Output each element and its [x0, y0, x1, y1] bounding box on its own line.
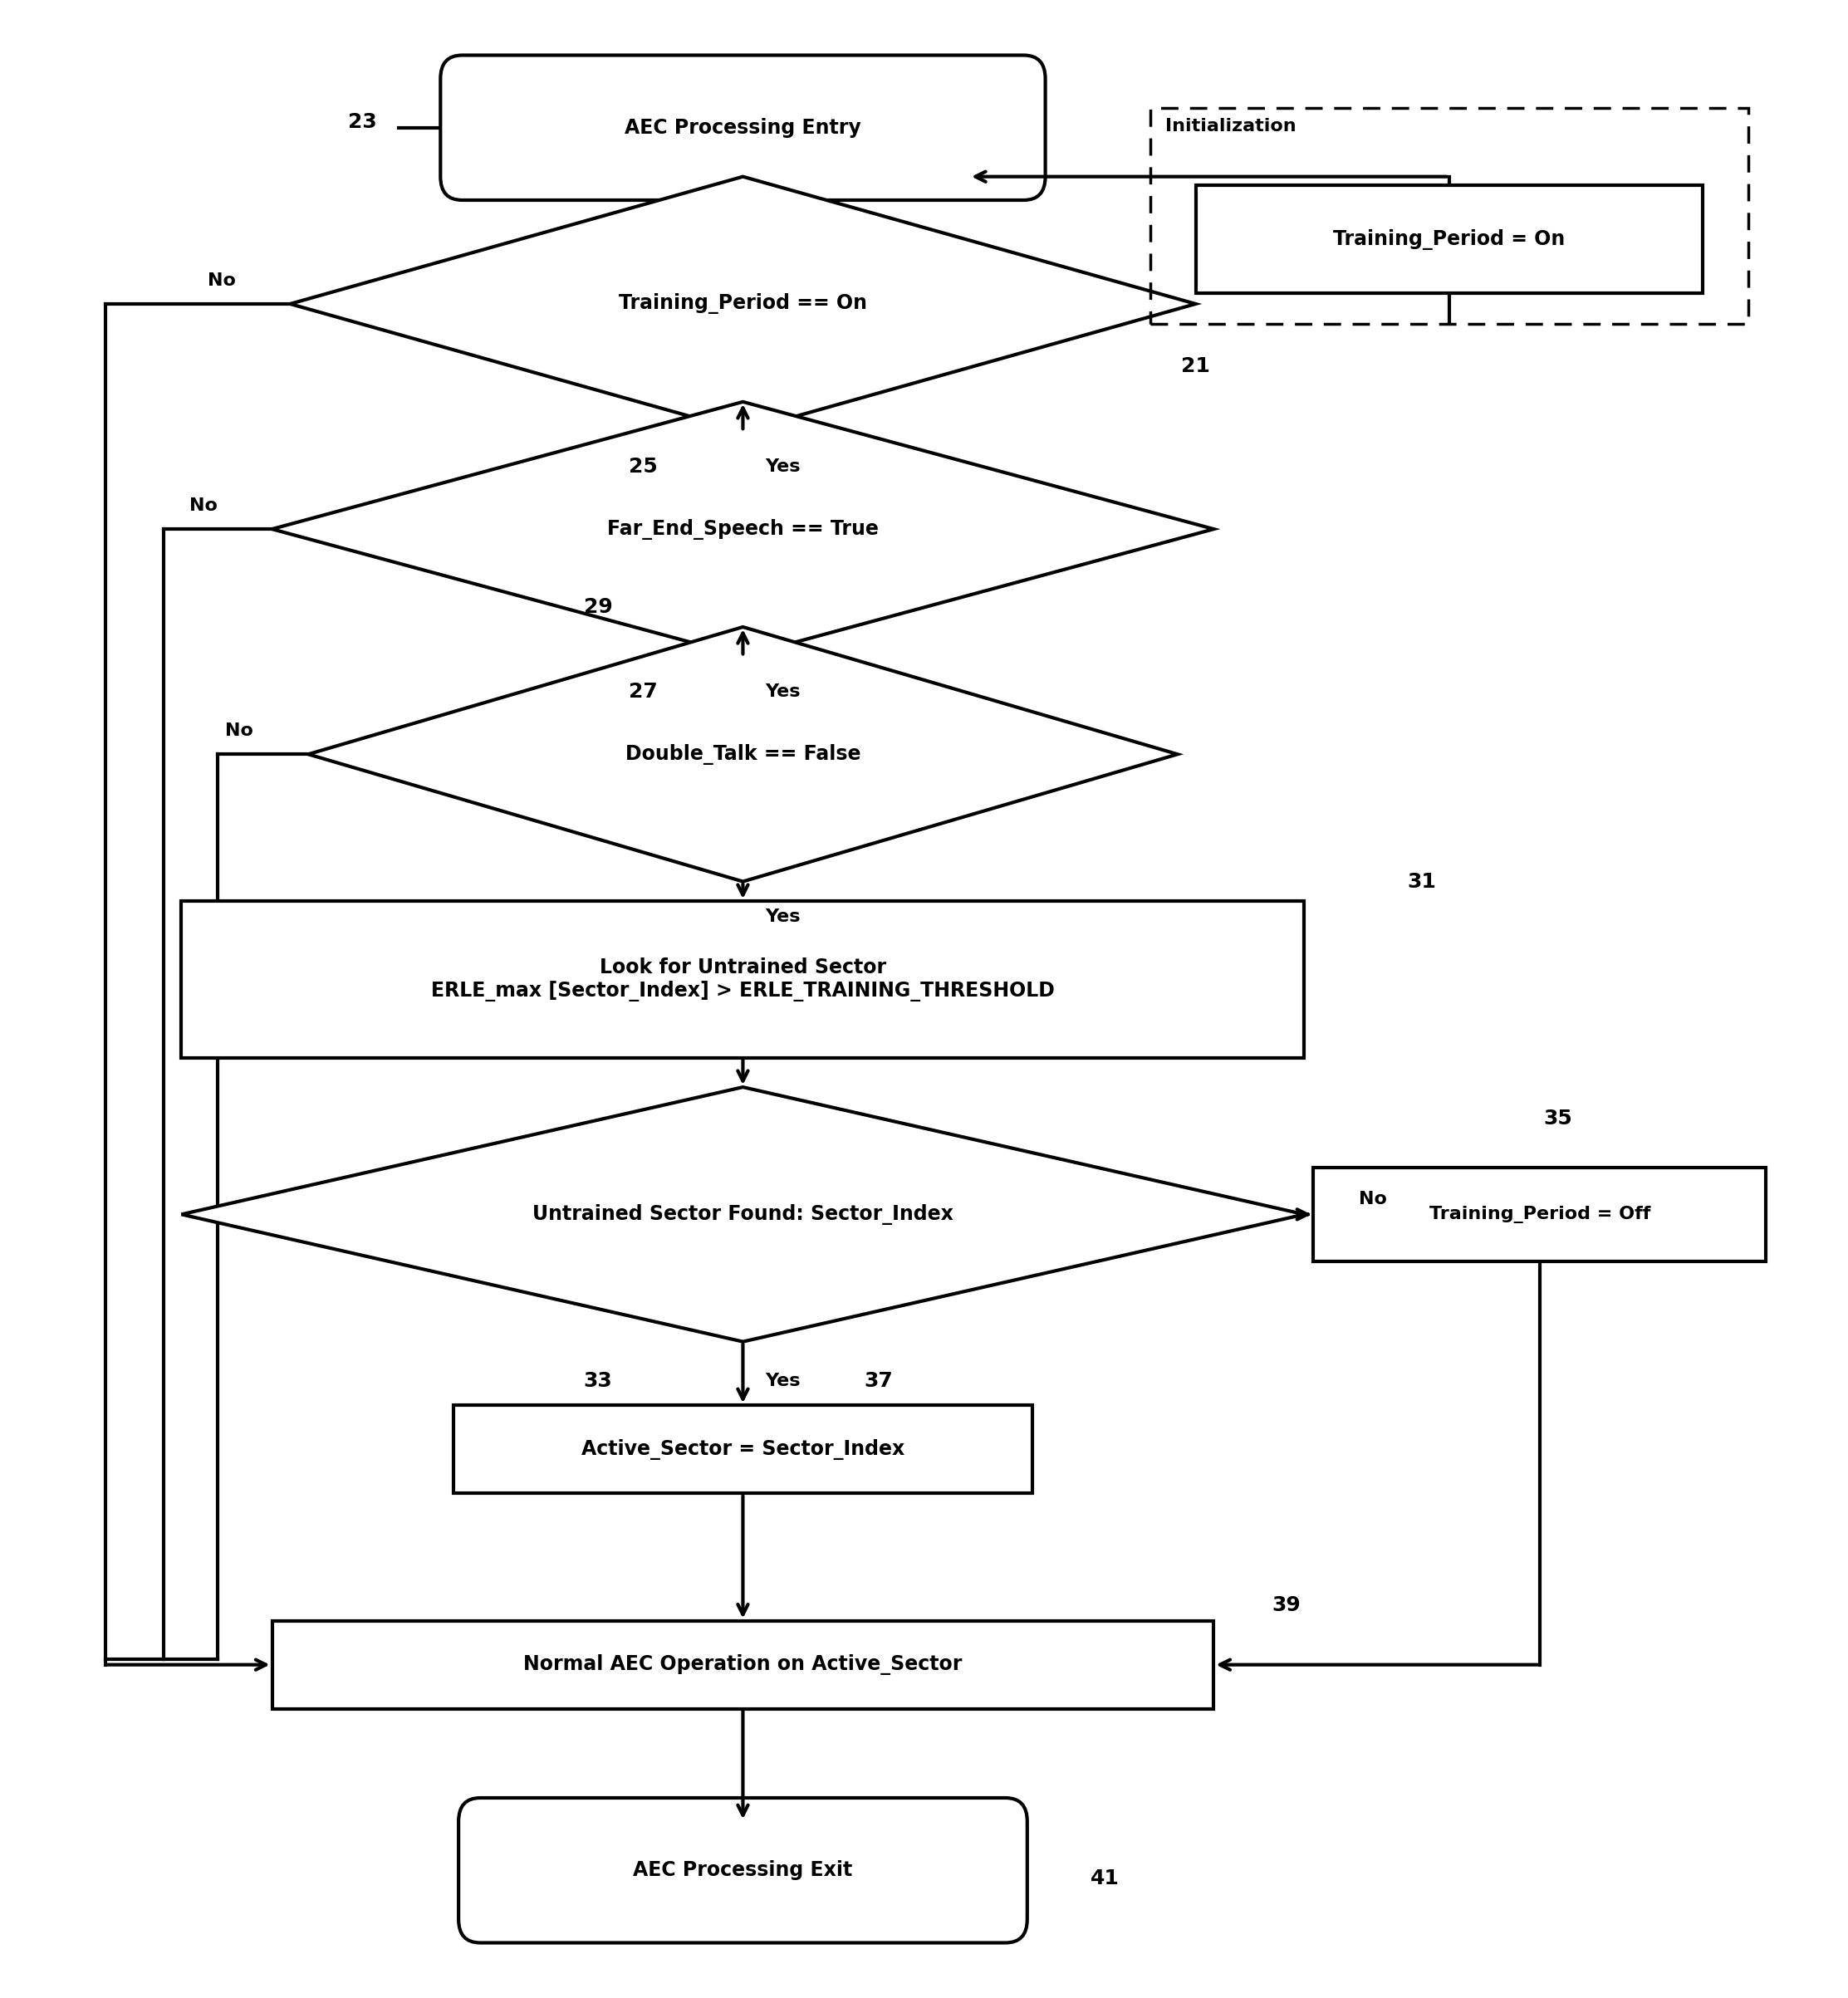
Text: Far_End_Speech == True: Far_End_Speech == True: [608, 519, 878, 539]
Text: No: No: [1358, 1191, 1388, 1207]
Text: 25: 25: [628, 456, 658, 476]
Text: Training_Period = Off: Training_Period = Off: [1429, 1205, 1650, 1223]
Text: AEC Processing Exit: AEC Processing Exit: [634, 1860, 852, 1880]
Bar: [181, 901, 1305, 1057]
Text: 27: 27: [628, 681, 658, 701]
Text: No: No: [225, 723, 253, 739]
Text: 39: 39: [1271, 1594, 1301, 1614]
Text: 29: 29: [584, 597, 612, 617]
Text: 31: 31: [1408, 871, 1436, 891]
Bar: [1149, 108, 1748, 324]
Text: Active_Sector = Sector_Index: Active_Sector = Sector_Index: [582, 1439, 904, 1461]
Text: 21: 21: [1181, 356, 1210, 376]
Text: No: No: [207, 272, 235, 288]
Text: Yes: Yes: [765, 909, 800, 925]
Polygon shape: [309, 627, 1177, 881]
Text: Untrained Sector Found: Sector_Index: Untrained Sector Found: Sector_Index: [532, 1205, 954, 1225]
Polygon shape: [272, 402, 1214, 655]
Text: No: No: [188, 498, 218, 513]
Bar: [1314, 1167, 1767, 1261]
FancyBboxPatch shape: [458, 1798, 1027, 1942]
Text: Training_Period = On: Training_Period = On: [1332, 230, 1565, 250]
Bar: [453, 1405, 1033, 1493]
Text: Initialization: Initialization: [1164, 118, 1295, 134]
Bar: [272, 1620, 1214, 1708]
Text: Yes: Yes: [765, 458, 800, 476]
Text: Yes: Yes: [765, 1373, 800, 1389]
Text: 41: 41: [1090, 1868, 1120, 1888]
Polygon shape: [181, 1087, 1305, 1343]
Text: AEC Processing Entry: AEC Processing Entry: [625, 118, 861, 138]
Text: Normal AEC Operation on Active_Sector: Normal AEC Operation on Active_Sector: [523, 1654, 963, 1674]
Polygon shape: [290, 176, 1196, 432]
Text: 37: 37: [865, 1371, 893, 1391]
FancyBboxPatch shape: [440, 56, 1046, 200]
Text: Yes: Yes: [765, 683, 800, 699]
Text: Double_Talk == False: Double_Talk == False: [625, 743, 861, 765]
Text: Look for Untrained Sector
ERLE_max [Sector_Index] > ERLE_TRAINING_THRESHOLD: Look for Untrained Sector ERLE_max [Sect…: [431, 957, 1055, 1001]
Text: 35: 35: [1543, 1109, 1573, 1129]
Text: 33: 33: [584, 1371, 612, 1391]
Text: 23: 23: [347, 112, 377, 132]
Text: Training_Period == On: Training_Period == On: [619, 294, 867, 314]
Bar: [1196, 186, 1702, 294]
